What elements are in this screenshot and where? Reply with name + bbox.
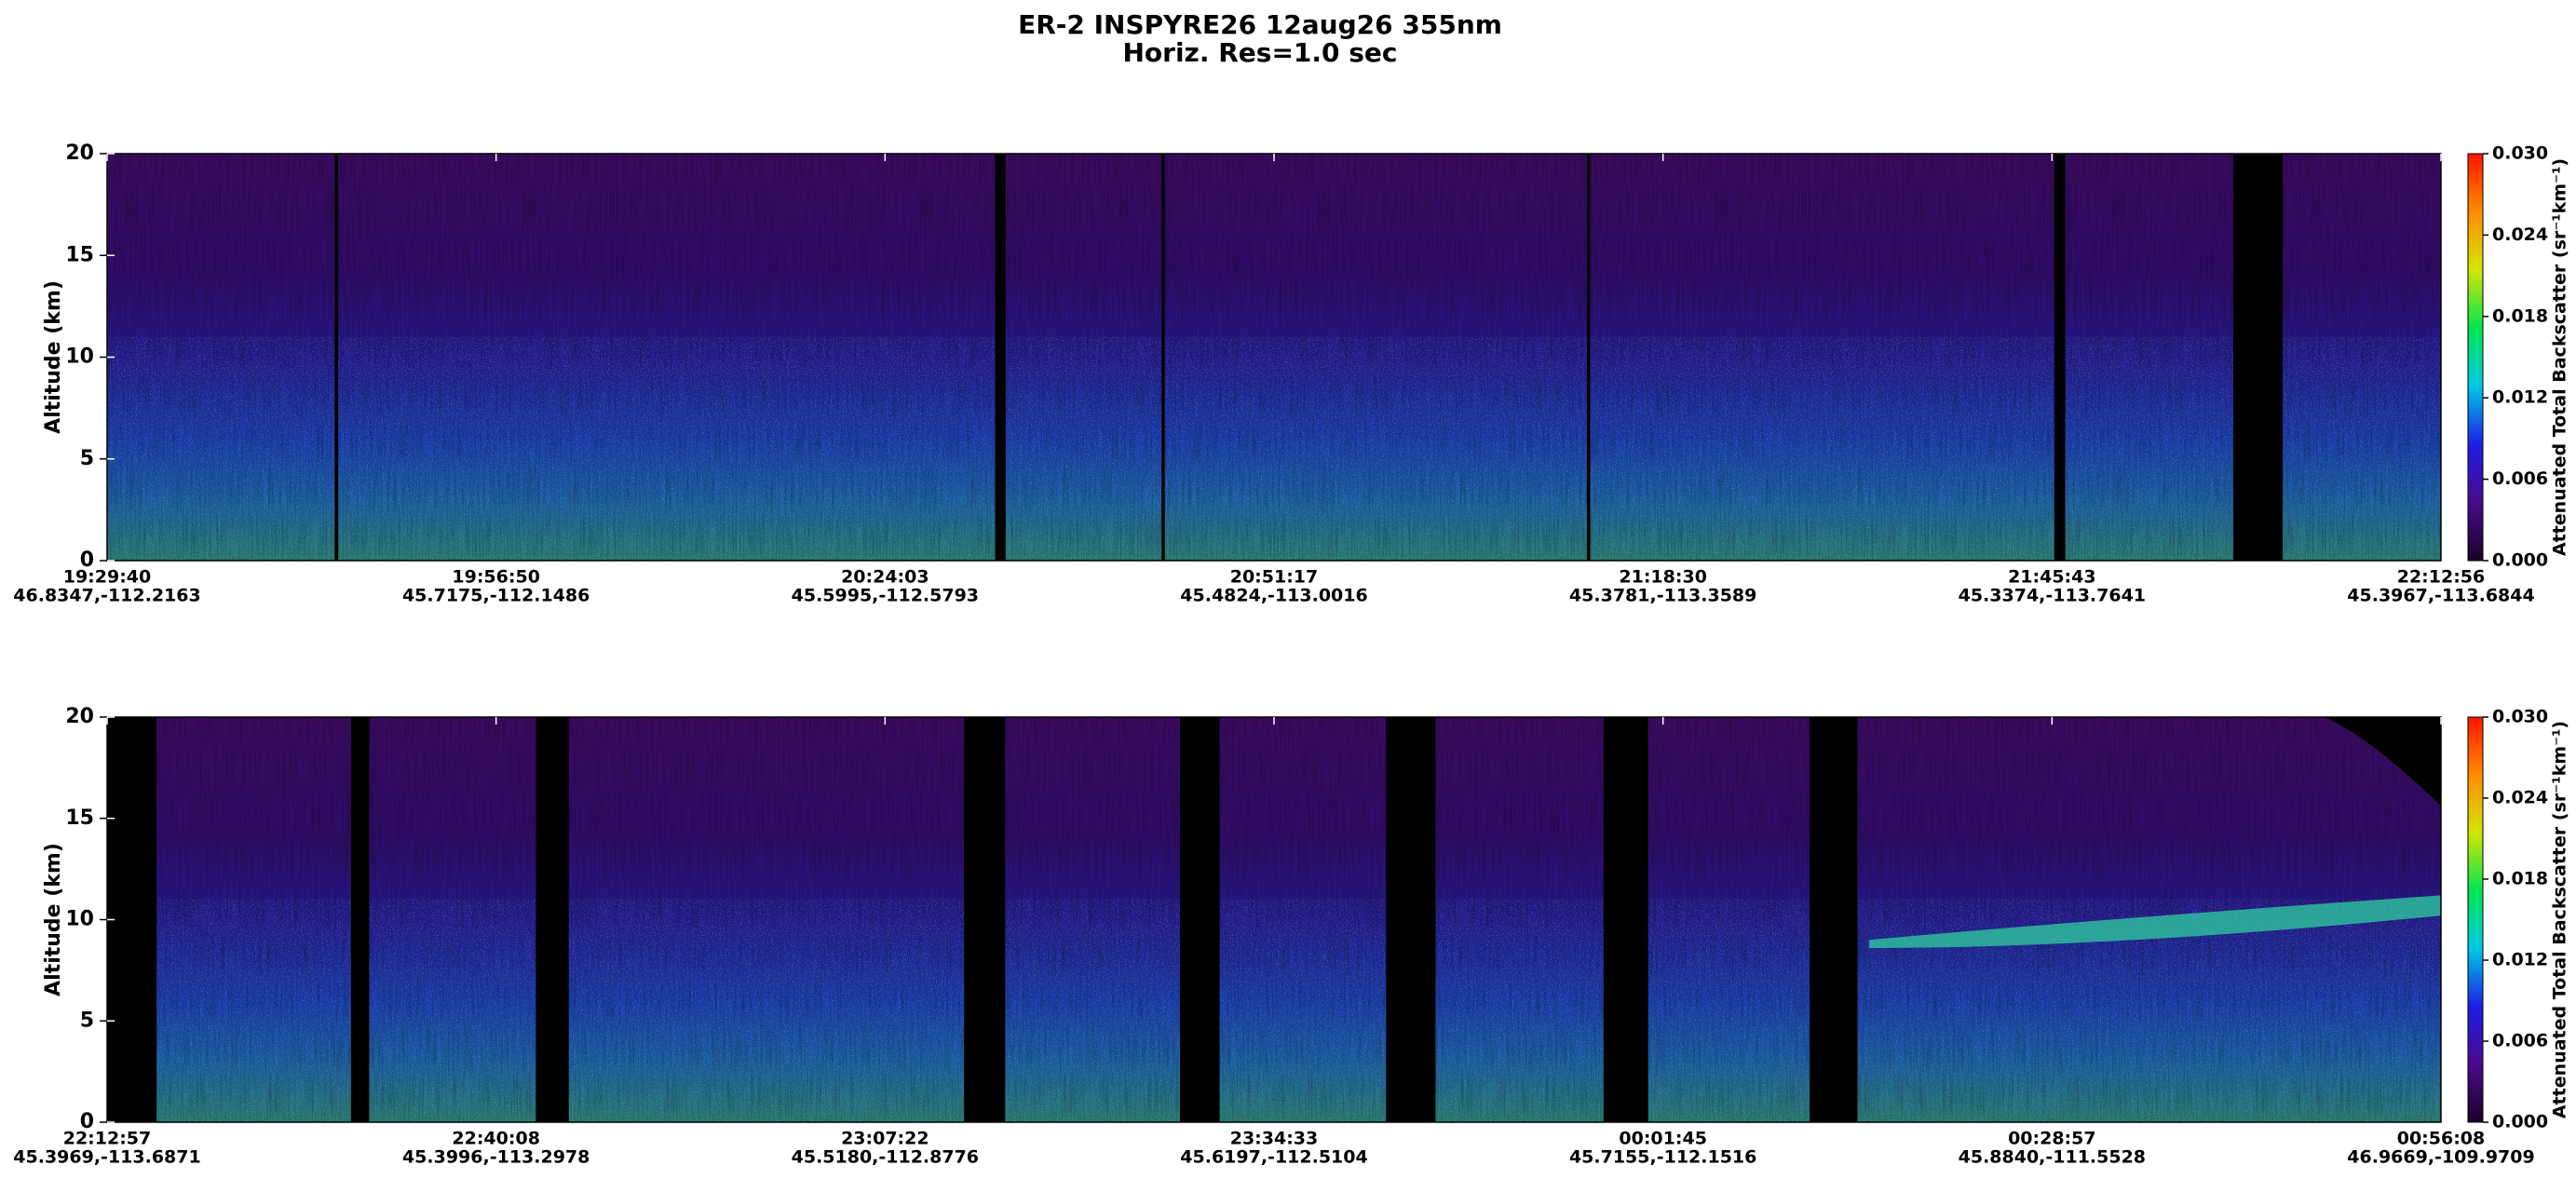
y-tick-label: 15 [65,806,94,830]
x-tick-label: 21:45:43 [2008,567,2096,588]
colorbar-tick-label: 0.000 [2492,550,2548,571]
curtain-streaks [107,717,2441,1122]
data-gap [2054,154,2066,561]
y-axis-label: Altitude (km) [42,280,65,434]
x-tick-position: 45.5180,-112.8776 [792,1147,979,1168]
colorbar-tick-label: 0.006 [2492,468,2548,489]
colorbar-tick-label: 0.030 [2492,707,2548,727]
data-gap [1810,717,1858,1122]
data-gap [2232,154,2284,561]
data-gap [1180,717,1220,1122]
y-tick-label: 5 [80,1009,94,1032]
y-tick-label: 5 [80,447,94,470]
colorbar-tick-label: 0.030 [2492,143,2548,164]
x-tick-position: 45.7175,-112.1486 [402,586,590,606]
x-tick-label: 19:56:50 [452,567,540,588]
colorbar-tick-label: 0.018 [2492,869,2548,889]
colorbar-tick-label: 0.018 [2492,305,2548,326]
colorbar [2467,153,2484,562]
data-gap [1587,154,1591,561]
y-tick-label: 20 [65,142,94,165]
x-tick-position: 45.8840,-111.5528 [1959,1147,2146,1168]
x-tick-position: 45.3781,-113.3589 [1569,586,1756,606]
x-tick-label: 22:40:08 [452,1129,540,1149]
x-tick-position: 45.7155,-112.1516 [1569,1147,1756,1168]
data-gap [1603,717,1648,1122]
x-tick-label: 19:29:40 [63,567,152,588]
x-tick-label: 21:18:30 [1619,567,1707,588]
data-gap [350,717,370,1122]
colorbar-tick-label: 0.024 [2492,224,2548,245]
x-tick-label: 20:51:17 [1230,567,1319,588]
x-tick-position: 45.3374,-113.7641 [1959,586,2146,606]
x-tick-position: 45.5995,-112.5793 [792,586,979,606]
x-tick-position: 45.6197,-112.5104 [1180,1147,1367,1168]
data-gap [1386,717,1436,1122]
y-tick-label: 0 [80,1110,94,1133]
chart-title: ER-2 INSPYRE26 12aug26 355nm [1018,9,1502,40]
x-tick-position: 45.3969,-113.6871 [13,1147,200,1168]
x-tick-label: 20:24:03 [841,567,929,588]
x-tick-label: 22:12:56 [2397,567,2486,588]
data-gap [1161,154,1165,561]
x-tick-position: 45.3967,-113.6844 [2347,586,2534,606]
colorbar-tick-label: 0.006 [2492,1031,2548,1051]
x-tick-position: 46.8347,-112.2163 [13,586,200,606]
x-tick-position: 46.9669,-109.9709 [2347,1147,2534,1168]
colorbar-label: Attenuated Total Backscatter (sr⁻¹km⁻¹) [2550,721,2570,1118]
data-gap [107,717,157,1122]
y-tick-label: 10 [65,346,94,369]
chart-subtitle: Horiz. Res=1.0 sec [1122,37,1397,68]
y-axis-label: Altitude (km) [42,843,65,996]
y-tick-label: 10 [65,908,94,931]
x-tick-label: 00:01:45 [1619,1129,1707,1149]
y-tick-label: 0 [80,549,94,572]
x-tick-label: 23:34:33 [1230,1129,1319,1149]
colorbar-tick-label: 0.012 [2492,387,2548,408]
colorbar-label: Attenuated Total Backscatter (sr⁻¹km⁻¹) [2550,158,2570,556]
data-gap [334,154,339,561]
curtain-streaks [107,154,2441,561]
data-gap [995,154,1006,561]
x-tick-position: 45.3996,-113.2978 [402,1147,590,1168]
y-tick-label: 15 [65,243,94,266]
x-tick-label: 23:07:22 [841,1129,929,1149]
y-tick-label: 20 [65,705,94,728]
x-tick-position: 45.4824,-113.0016 [1180,586,1367,606]
data-gap [964,717,1006,1122]
x-tick-label: 00:56:08 [2397,1129,2486,1149]
cirrus-layer [1869,895,2441,948]
colorbar [2467,716,2484,1123]
x-tick-label: 00:28:57 [2008,1129,2096,1149]
x-tick-label: 22:12:57 [63,1129,152,1149]
sky-top [2324,717,2441,806]
colorbar-tick-label: 0.024 [2492,788,2548,808]
colorbar-tick-label: 0.012 [2492,950,2548,970]
data-gap [536,717,569,1122]
colorbar-tick-label: 0.000 [2492,1112,2548,1132]
